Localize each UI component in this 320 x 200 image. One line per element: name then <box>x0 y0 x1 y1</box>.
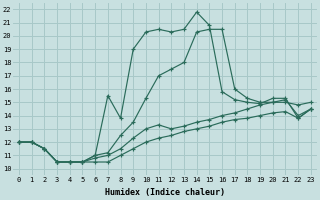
X-axis label: Humidex (Indice chaleur): Humidex (Indice chaleur) <box>105 188 225 197</box>
